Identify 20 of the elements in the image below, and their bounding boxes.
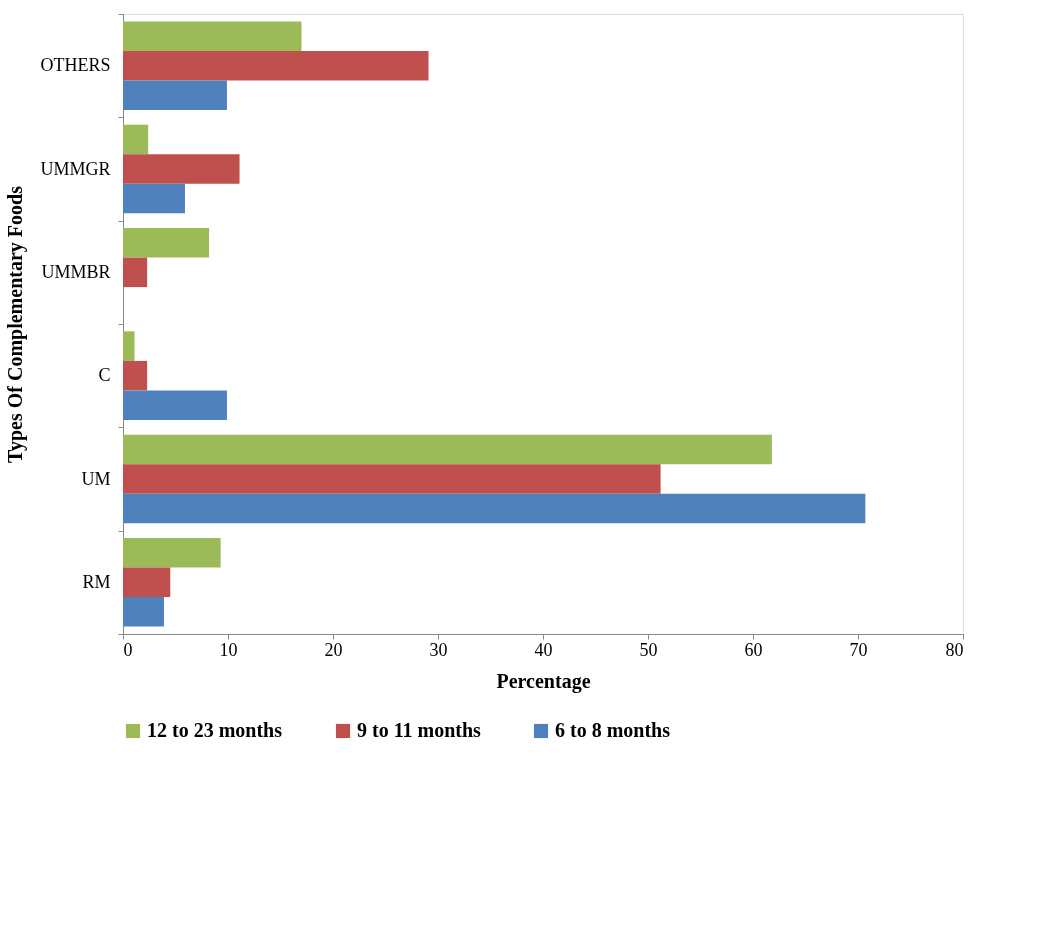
x-tick-label: 30 — [429, 639, 448, 660]
x-tick-label: 20 — [324, 639, 343, 660]
y-tick-label: OTHERS — [40, 55, 111, 76]
x-tick-label: 60 — [744, 639, 763, 660]
y-tick-label: C — [98, 365, 111, 386]
x-tick-label: 80 — [945, 639, 964, 660]
legend-label: 12 to 23 months — [147, 719, 283, 741]
legend-label: 6 to 8 months — [555, 719, 671, 741]
x-tick-label: 70 — [849, 639, 868, 660]
x-tick-label: 0 — [123, 639, 133, 660]
y-axis-title: Types Of Complementary Foods — [4, 185, 28, 463]
x-axis-title: Percentage — [496, 669, 591, 693]
x-tick-label: 10 — [219, 639, 238, 660]
x-tick-label: 40 — [534, 639, 553, 660]
y-tick-label: UMMBR — [41, 261, 111, 282]
y-tick-label: UM — [81, 468, 111, 489]
y-tick-label: RM — [82, 571, 111, 592]
x-tick-label: 50 — [639, 639, 658, 660]
legend-label: 9 to 11 months — [357, 719, 482, 741]
y-tick-label: UMMGR — [40, 158, 111, 179]
